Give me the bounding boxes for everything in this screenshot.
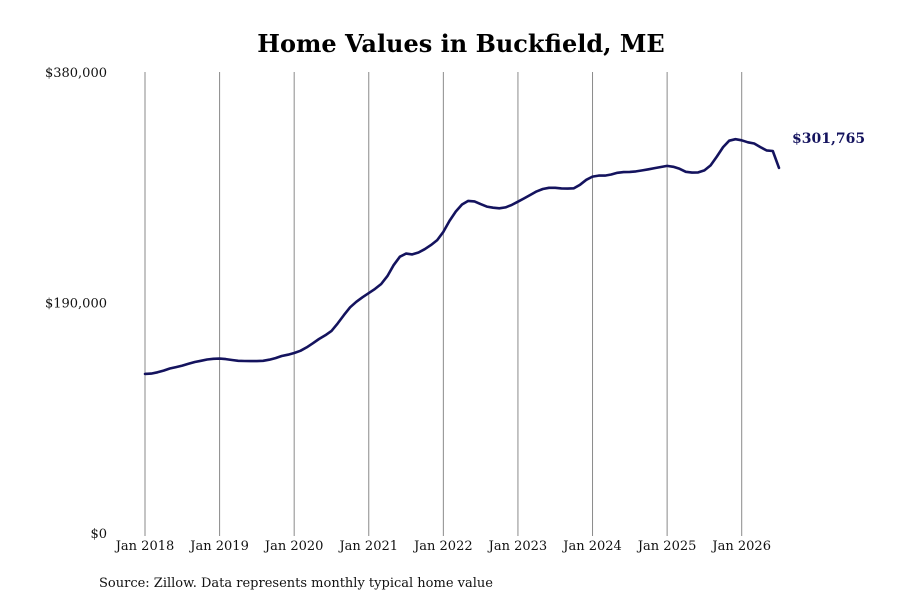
x-tick-label: Jan 2024: [561, 539, 622, 554]
x-tick-label: Jan 2025: [636, 539, 697, 554]
y-tick-label: $380,000: [45, 66, 107, 81]
y-axis-ticks: $0 $190,000 $380,000: [45, 66, 107, 542]
x-tick-label: Jan 2023: [487, 539, 548, 554]
y-tick-label: $0: [90, 527, 107, 542]
x-tick-label: Jan 2022: [412, 539, 473, 554]
x-axis-ticks: Jan 2018 Jan 2019 Jan 2020 Jan 2021 Jan 2022…: [114, 539, 771, 554]
series-line-home-value: [143, 137, 781, 376]
end-value-label: $301,765: [792, 131, 865, 147]
x-tick-label: Jan 2018: [114, 539, 175, 554]
vertical-gridlines: [144, 72, 743, 536]
x-tick-label: Jan 2026: [710, 539, 771, 554]
source-note: Source: Zillow. Data represents monthly …: [99, 576, 493, 591]
y-tick-label: $190,000: [45, 297, 107, 312]
x-tick-label: Jan 2019: [188, 539, 249, 554]
x-tick-label: Jan 2021: [337, 539, 398, 554]
x-tick-label: Jan 2020: [263, 539, 324, 554]
chart-title: Home Values in Buckfield, ME: [257, 29, 664, 58]
